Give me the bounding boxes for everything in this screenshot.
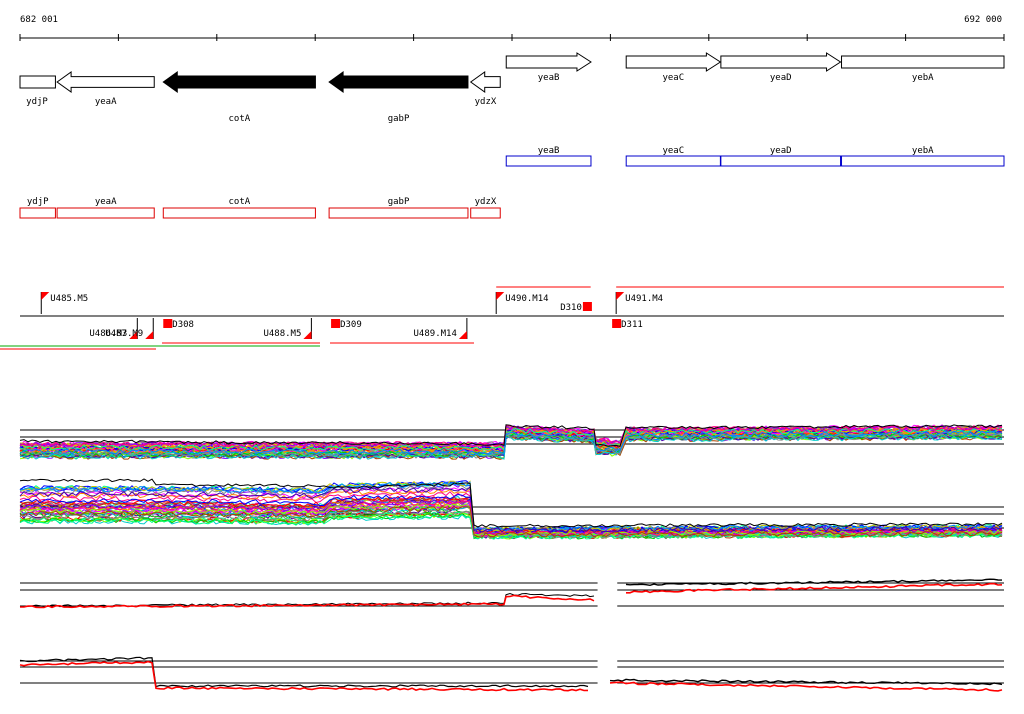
tu-flag [303,331,312,339]
operon-box-cotA [162,207,316,219]
gene-arrow-ydzX [469,71,501,93]
tu-label: U490.M14 [505,294,548,304]
tu-flag [129,331,138,339]
operon-box-ydjP [19,207,56,219]
expression-series [19,478,1003,528]
ruler-start-label: 682 001 [20,15,58,25]
operon-box-yeaA [56,207,155,219]
downshift-label: D311 [621,320,643,330]
operon-box-yeaC [625,155,721,167]
tu-label: U487.M9 [105,329,143,339]
summary-series [625,578,1003,587]
gene-label-yeaB: yeaB [538,73,560,83]
summary-series [609,678,1003,686]
operon-label-gabP: gabP [388,197,410,207]
expression-panels [19,424,1004,692]
expression-series [19,424,1003,448]
tu-flag [496,292,505,300]
operon-label-yeaC: yeaC [662,146,684,156]
downshift-marker [612,319,622,328]
gene-arrow-yeaC [625,52,722,72]
gene-label-ydjP: ydjP [26,97,48,107]
gene-arrow-yebA [841,55,1005,69]
coordinate-ruler: 682 001 692 000 [19,15,1005,41]
operon-label-yeaA: yeaA [95,197,117,207]
gene-label-ydzX: ydzX [475,97,497,107]
operon-track-blue: yeaB yeaC yeaD yebA [505,146,1005,167]
downshift-marker [582,302,592,311]
expression-series [19,430,1003,455]
expression-series [19,493,1003,536]
downshift-label: D308 [172,320,194,330]
expression-series [19,427,1003,452]
gene-arrow-gabP [328,71,469,93]
downshift-label: D310 [560,303,582,313]
gene-label-cotA: cotA [229,114,251,124]
gene-arrow-yeaD [720,52,842,72]
downshift-marker [163,319,173,328]
summary-series [609,681,1003,692]
tu-label: U485.M5 [50,294,88,304]
ruler-ticks [19,34,1005,41]
expression-series [19,483,1003,533]
operon-label-cotA: cotA [229,197,251,207]
expression-series [19,424,1003,448]
summary-series [19,660,589,692]
downshift-label: D309 [340,320,362,330]
tu-flag [458,331,467,339]
expression-series [19,486,1003,533]
operon-box-gabP [328,207,469,219]
operon-label-ydzX: ydzX [475,197,497,207]
downshift-marker [331,319,341,328]
expression-series [19,432,1003,458]
gene-label-yebA: yebA [912,73,934,83]
operon-box-yebA [841,155,1005,167]
operon-label-yeaD: yeaD [770,146,792,156]
gene-track: ydjP yeaA cotA gabP ydzX yeaB yeaC yeaD yebA [19,52,1005,124]
summary-series [19,656,589,688]
expression-series [19,505,1003,538]
gene-label-yeaD: yeaD [770,73,792,83]
operon-track-red: ydjP yeaA cotA gabP ydzX [19,197,501,219]
tu-label: U488.M5 [263,329,301,339]
summary-series [626,582,1003,594]
summary-series [19,592,595,608]
operon-box-ydzX [470,207,501,219]
summary-series [20,594,595,609]
operon-label-ydjP: ydjP [27,197,49,207]
tu-label: U489.M14 [414,329,457,339]
gene-arrow-yeaA [56,71,155,93]
gene-arrow-ydjP [19,75,56,89]
expression-series [19,424,1003,447]
gene-arrow-yeaB [505,52,592,72]
ruler-end-label: 692 000 [964,15,1002,25]
tu-label: U486.M3 [89,329,127,339]
gene-label-yeaA: yeaA [95,97,117,107]
gene-label-gabP: gabP [388,114,410,124]
operon-label-yeaB: yeaB [538,146,560,156]
operon-box-yeaD [720,155,842,167]
tu-flag [41,292,50,300]
gene-arrow-cotA [162,71,316,93]
tu-flag [145,331,154,339]
tu-label: U491.M4 [625,294,663,304]
operon-box-yeaB [505,155,592,167]
operon-label-yebA: yebA [912,146,934,156]
gene-label-yeaC: yeaC [662,73,684,83]
tu-flag [616,292,625,300]
